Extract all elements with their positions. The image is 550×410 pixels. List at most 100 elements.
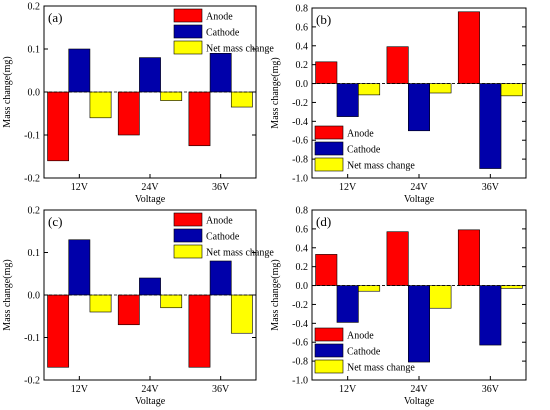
y-tick-label: 0.2: [28, 2, 41, 13]
bar-net-mass-change-24v: [160, 294, 183, 309]
bar-cathode-24v: [139, 277, 161, 296]
y-tick-label: 0.6: [296, 224, 309, 235]
x-tick-label: 36V: [482, 182, 500, 193]
legend-label-net-mass-change: Net mass change: [206, 248, 274, 259]
legend-label-net-mass-change: Net mass change: [347, 161, 415, 172]
bar-cathode-12v: [68, 239, 91, 296]
legend-label-anode: Anode: [347, 331, 374, 342]
legend-swatch-net-mass-change: [314, 359, 344, 374]
bar-cathode-24v: [407, 285, 430, 363]
x-axis-title: Voltage: [404, 396, 435, 407]
bar-net-mass-change-24v: [429, 83, 452, 94]
bar-net-mass-change-36v: [500, 285, 523, 289]
y-tick-label: 0.4: [296, 243, 309, 254]
legend-swatch-anode: [173, 8, 203, 23]
y-tick-label: -0.2: [292, 98, 308, 109]
x-tick-label: 24V: [410, 384, 428, 395]
bar-anode-36v: [188, 91, 211, 147]
x-tick-label: 36V: [482, 384, 500, 395]
y-tick-label: 0.1: [28, 45, 41, 56]
x-tick-label: 12V: [339, 182, 357, 193]
bar-net-mass-change-12v: [358, 285, 381, 292]
y-tick-label: -0.1: [24, 333, 40, 344]
bar-cathode-12v: [336, 285, 359, 323]
chart-panel-3: -0.2 -0.1 0.0 0.1 0.2 12V 24V 36V Voltage Mass ch…: [2, 206, 274, 408]
y-tick-label: 0.6: [296, 22, 309, 33]
legend-label-anode: Anode: [206, 12, 233, 23]
bar-cathode-12v: [336, 83, 359, 117]
x-tick-label: 36V: [212, 182, 230, 193]
bar-anode-36v: [457, 229, 480, 286]
legend-swatch-cathode: [314, 343, 344, 358]
x-tick-label: 24V: [141, 182, 159, 193]
panel-label: (d): [316, 214, 331, 229]
legend: Anode Cathode Net mass change: [314, 327, 415, 374]
chart-panel-1: -0.2 -0.1 0.0 0.1 0.2 12V 24V 36V Voltage Mass ch…: [2, 2, 274, 206]
chart-panel-2: -1.0 -0.8 -0.6 -0.4 -0.2 0.0 0.2 0.4 0.6 0.8 12V 24…: [270, 4, 527, 205]
legend-label-anode: Anode: [347, 129, 374, 140]
bar-anode-12v: [47, 294, 70, 368]
y-axis-title: Mass change(mg): [2, 259, 13, 330]
y-tick-label: 0.0: [296, 79, 309, 90]
bar-cathode-24v: [407, 83, 430, 132]
x-tick-label: 24V: [141, 384, 159, 395]
legend-swatch-cathode: [314, 141, 344, 156]
bar-net-mass-change-36v: [230, 91, 253, 108]
legend-label-net-mass-change: Net mass change: [206, 44, 274, 55]
y-axis-title: Mass change(mg): [2, 56, 13, 127]
bar-net-mass-change-12v: [358, 83, 381, 96]
bar-anode-24v: [386, 231, 409, 286]
legend-swatch-net-mass-change: [173, 40, 203, 55]
bar-cathode-12v: [68, 48, 91, 93]
bar-anode-12v: [315, 61, 338, 84]
legend-swatch-net-mass-change: [314, 157, 344, 172]
legend-label-cathode: Cathode: [206, 232, 240, 243]
legend-swatch-net-mass-change: [173, 244, 203, 259]
legend-label-cathode: Cathode: [206, 28, 240, 39]
y-tick-label: 0.0: [28, 88, 41, 99]
y-tick-label: 0.0: [296, 281, 309, 292]
y-tick-label: -0.6: [292, 136, 308, 147]
y-tick-label: -0.2: [24, 174, 40, 185]
y-tick-label: 0.0: [28, 291, 41, 302]
legend-label-cathode: Cathode: [347, 347, 381, 358]
y-tick-label: 0.2: [28, 206, 41, 217]
y-tick-label: -0.8: [292, 155, 308, 166]
bar-anode-12v: [47, 91, 70, 162]
y-tick-label: 0.1: [28, 248, 41, 259]
y-tick-label: -0.2: [24, 376, 40, 387]
chart-panel-4: -1.0 -0.8 -0.6 -0.4 -0.2 0.0 0.2 0.4 0.6 0.8 12V 24…: [270, 206, 527, 407]
bar-net-mass-change-12v: [89, 294, 112, 313]
legend-swatch-cathode: [173, 228, 203, 243]
bar-anode-24v: [117, 91, 140, 136]
legend: Anode Cathode Net mass change: [173, 212, 274, 259]
bar-cathode-36v: [479, 285, 502, 346]
legend-swatch-anode: [314, 125, 344, 140]
legend: Anode Cathode Net mass change: [314, 125, 415, 172]
bar-cathode-36v: [209, 260, 232, 296]
legend-label-cathode: Cathode: [347, 145, 381, 156]
y-tick-label: 0.4: [296, 41, 309, 52]
bar-anode-36v: [457, 11, 480, 84]
x-axis-title: Voltage: [135, 194, 166, 205]
legend-swatch-cathode: [173, 24, 203, 39]
x-axis-title: Voltage: [404, 194, 435, 205]
y-axis-title: Mass change(mg): [270, 57, 281, 128]
x-tick-label: 36V: [212, 384, 230, 395]
panel-label: (c): [48, 214, 62, 229]
bar-cathode-36v: [479, 83, 502, 169]
bar-cathode-24v: [139, 57, 161, 93]
x-tick-label: 12V: [339, 384, 357, 395]
bar-net-mass-change-24v: [160, 91, 183, 101]
bar-net-mass-change-36v: [230, 294, 253, 334]
bar-net-mass-change-24v: [429, 285, 452, 309]
bar-anode-24v: [386, 46, 409, 84]
y-tick-label: -0.8: [292, 357, 308, 368]
bar-cathode-36v: [209, 52, 232, 93]
bar-net-mass-change-12v: [89, 91, 112, 119]
panel-label: (a): [48, 10, 62, 25]
y-tick-label: -0.6: [292, 338, 308, 349]
bar-anode-12v: [315, 254, 338, 286]
bar-net-mass-change-36v: [500, 83, 523, 97]
